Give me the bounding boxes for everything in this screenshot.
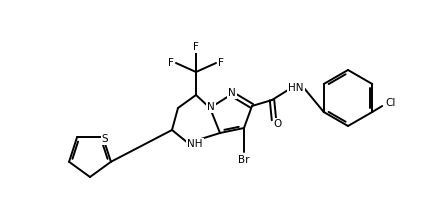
Text: N: N (228, 88, 236, 98)
Text: N: N (207, 102, 215, 112)
Text: S: S (102, 134, 108, 144)
Text: Br: Br (238, 155, 250, 165)
Text: F: F (218, 58, 224, 68)
Text: F: F (168, 58, 174, 68)
Text: HN: HN (288, 83, 304, 93)
Text: F: F (193, 42, 199, 52)
Text: O: O (274, 119, 282, 129)
Text: Cl: Cl (385, 98, 396, 108)
Text: NH: NH (187, 139, 203, 149)
